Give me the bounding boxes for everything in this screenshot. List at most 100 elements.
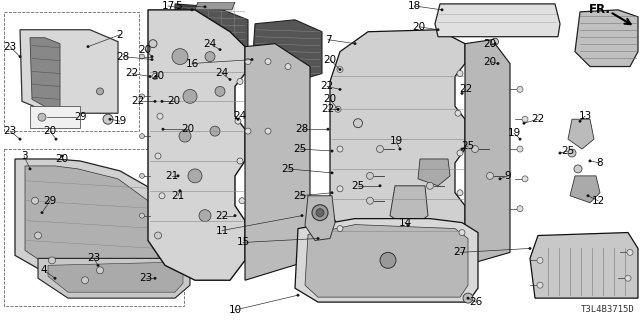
Circle shape xyxy=(31,197,38,204)
Text: 19: 19 xyxy=(113,116,127,126)
Circle shape xyxy=(162,128,164,130)
Circle shape xyxy=(210,126,220,136)
Polygon shape xyxy=(25,166,158,270)
Text: 21: 21 xyxy=(165,171,179,181)
Circle shape xyxy=(61,155,63,157)
Text: 20: 20 xyxy=(138,44,152,55)
Circle shape xyxy=(627,249,633,255)
Circle shape xyxy=(625,275,631,281)
Circle shape xyxy=(237,158,243,164)
Text: 15: 15 xyxy=(236,237,250,247)
Text: 20: 20 xyxy=(44,126,56,136)
Text: FR.: FR. xyxy=(589,4,611,16)
Circle shape xyxy=(155,153,161,159)
Circle shape xyxy=(235,118,241,124)
Text: 24: 24 xyxy=(234,111,246,121)
Text: 13: 13 xyxy=(579,111,591,121)
Circle shape xyxy=(159,193,165,199)
Circle shape xyxy=(179,189,181,192)
Circle shape xyxy=(367,197,374,204)
Text: 19: 19 xyxy=(508,128,520,138)
Circle shape xyxy=(335,106,341,112)
Text: 25: 25 xyxy=(293,191,307,201)
Text: 20: 20 xyxy=(56,154,68,164)
Circle shape xyxy=(87,45,89,48)
Text: 8: 8 xyxy=(596,158,604,168)
Circle shape xyxy=(140,213,145,218)
Circle shape xyxy=(457,150,463,156)
Text: 25: 25 xyxy=(351,181,365,191)
Text: 20: 20 xyxy=(323,55,337,65)
Circle shape xyxy=(426,182,433,189)
Text: 29: 29 xyxy=(74,112,86,122)
Circle shape xyxy=(455,110,461,116)
Text: 22: 22 xyxy=(216,211,228,220)
Bar xyxy=(30,106,80,128)
Circle shape xyxy=(237,118,239,120)
Circle shape xyxy=(154,232,161,239)
Circle shape xyxy=(461,92,463,95)
Circle shape xyxy=(574,165,582,173)
Text: 27: 27 xyxy=(453,247,467,257)
Circle shape xyxy=(587,195,589,197)
Circle shape xyxy=(215,86,225,96)
Circle shape xyxy=(331,192,333,194)
Text: 22: 22 xyxy=(321,81,333,92)
Circle shape xyxy=(492,38,499,45)
Text: 22: 22 xyxy=(460,84,472,94)
Circle shape xyxy=(579,120,581,122)
Circle shape xyxy=(463,293,473,303)
Text: 5: 5 xyxy=(175,1,181,11)
Circle shape xyxy=(519,138,521,140)
Text: 20: 20 xyxy=(412,22,426,32)
Circle shape xyxy=(229,78,231,81)
Circle shape xyxy=(103,114,113,124)
Polygon shape xyxy=(570,176,600,203)
Circle shape xyxy=(301,214,303,217)
Polygon shape xyxy=(305,196,335,241)
Circle shape xyxy=(219,48,221,51)
Text: 20: 20 xyxy=(181,124,195,134)
Circle shape xyxy=(41,212,44,214)
Text: 12: 12 xyxy=(591,196,605,206)
Polygon shape xyxy=(330,30,465,265)
Circle shape xyxy=(380,252,396,268)
Circle shape xyxy=(537,282,543,288)
Circle shape xyxy=(499,178,501,180)
Circle shape xyxy=(297,294,300,296)
Polygon shape xyxy=(465,40,510,265)
Polygon shape xyxy=(30,38,60,109)
Circle shape xyxy=(38,113,46,121)
Polygon shape xyxy=(15,159,168,278)
Circle shape xyxy=(234,214,236,217)
Text: 14: 14 xyxy=(398,218,412,228)
Circle shape xyxy=(494,43,496,45)
Text: 23: 23 xyxy=(88,253,100,263)
Circle shape xyxy=(327,128,329,130)
Text: 28: 28 xyxy=(116,52,130,61)
Circle shape xyxy=(339,88,341,91)
Circle shape xyxy=(407,224,409,227)
Circle shape xyxy=(337,67,343,73)
Circle shape xyxy=(353,119,362,128)
Polygon shape xyxy=(48,262,183,292)
Circle shape xyxy=(155,75,157,78)
Circle shape xyxy=(486,172,493,179)
Circle shape xyxy=(459,229,465,236)
Circle shape xyxy=(337,108,339,110)
Circle shape xyxy=(97,264,99,267)
Circle shape xyxy=(522,116,528,122)
Circle shape xyxy=(152,74,158,79)
Text: 22: 22 xyxy=(531,114,545,124)
Circle shape xyxy=(140,134,145,139)
Circle shape xyxy=(55,138,57,140)
Circle shape xyxy=(154,100,156,102)
Text: 24: 24 xyxy=(216,68,228,78)
Text: 20: 20 xyxy=(323,94,337,104)
Circle shape xyxy=(559,152,561,154)
Text: 2: 2 xyxy=(116,30,124,40)
Circle shape xyxy=(285,64,291,69)
Text: 18: 18 xyxy=(408,1,420,11)
Circle shape xyxy=(151,58,153,61)
Circle shape xyxy=(54,277,56,279)
